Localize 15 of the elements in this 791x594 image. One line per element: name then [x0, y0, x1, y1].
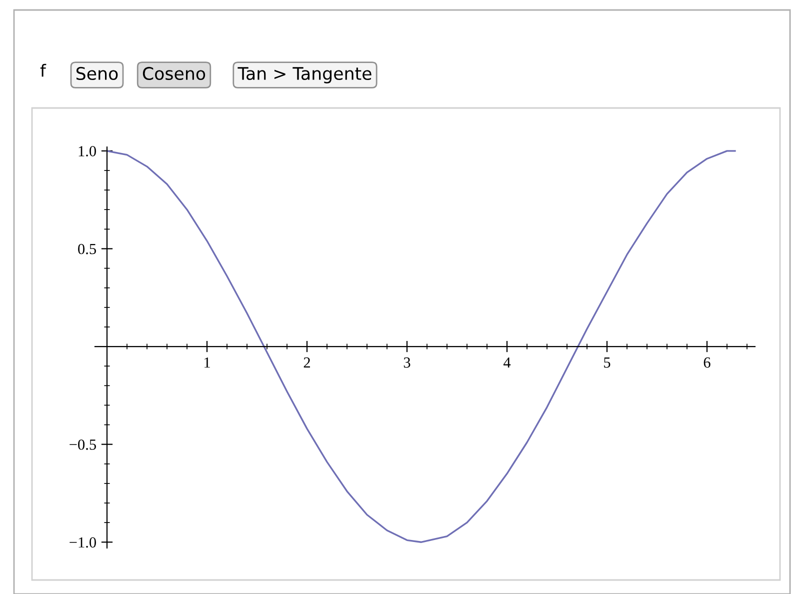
y-tick-label: 0.5 [78, 244, 96, 254]
text: Seno [76, 66, 118, 80]
text: f [40, 64, 46, 77]
y-tick-label: 1.0 [78, 146, 96, 156]
line-series [106, 150, 736, 543]
y-tick-label: −0.5 [70, 439, 96, 450]
x-tick-label: 6 [704, 357, 710, 368]
text: Tan > Tangente [238, 67, 372, 84]
x-tick-label: 1 [204, 357, 210, 368]
x-tick-label: 4 [503, 357, 511, 368]
y-tick-label: −1.0 [70, 537, 96, 548]
text: Coseno [142, 66, 206, 80]
x-tick-label: 5 [604, 358, 610, 368]
x-tick-label: 3 [404, 357, 410, 368]
x-tick-label: 2 [304, 357, 310, 368]
